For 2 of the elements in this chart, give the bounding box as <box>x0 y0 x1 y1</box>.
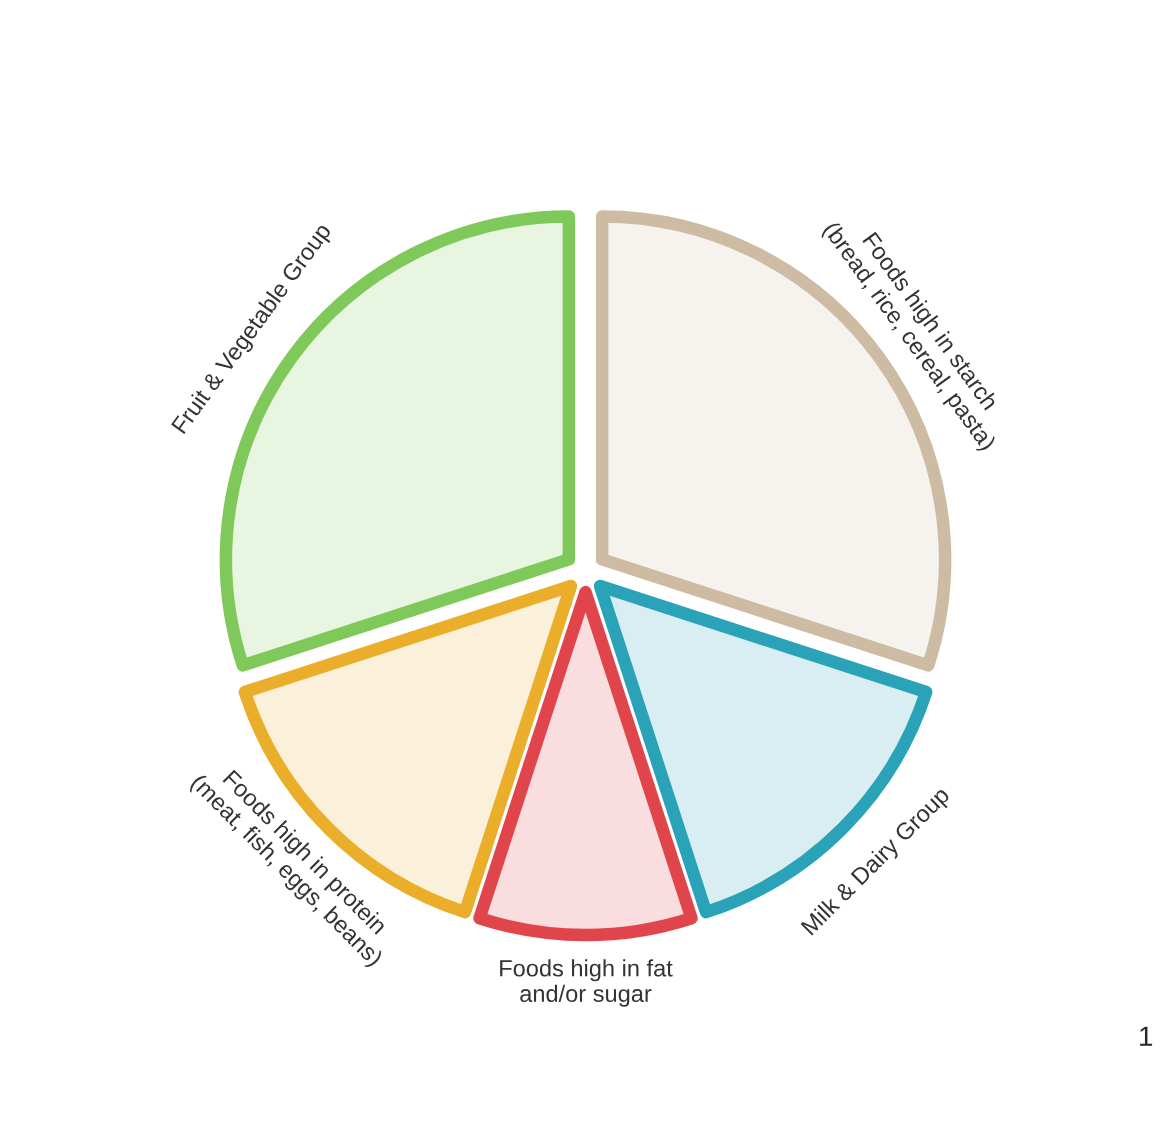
text: 1 <box>1140 1026 1153 1046</box>
slice-label: Foods high in fat and/or sugar <box>500 959 673 1007</box>
